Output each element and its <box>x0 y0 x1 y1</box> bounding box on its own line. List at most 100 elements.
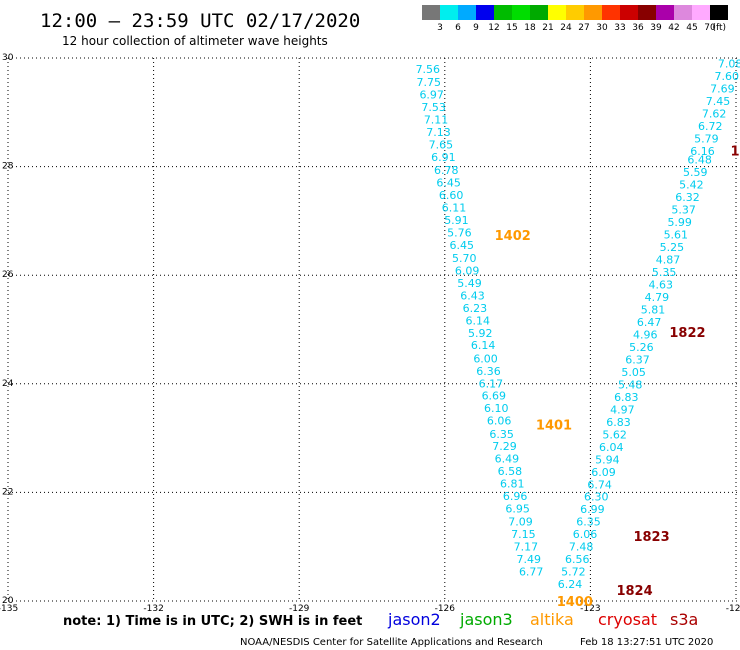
data-point-label: 6.56 <box>565 553 590 566</box>
data-point-label: 5.37 <box>671 203 696 216</box>
data-point-label: 6.99 <box>580 503 605 516</box>
satellite-name: jason2 <box>387 610 441 629</box>
legend-label: 45 <box>686 23 697 33</box>
legend-label: 42 <box>668 23 679 33</box>
data-point-label: 7.09 <box>508 516 533 529</box>
color-scale-legend: 3 6 9 12 15 18 21 24 27 30 33 36 39 42 45 70(ft) <box>422 5 728 33</box>
legend-swatch <box>494 5 512 20</box>
legend-swatch <box>710 5 728 20</box>
legend-swatch <box>584 5 602 20</box>
data-point-label: 5.91 <box>444 214 469 227</box>
satellite-name: altika <box>530 610 574 629</box>
data-point-label: 6.30 <box>584 491 609 504</box>
data-point-label: 5.81 <box>641 303 666 316</box>
legend-swatch <box>602 5 620 20</box>
legend-swatch <box>620 5 638 20</box>
legend-swatch <box>548 5 566 20</box>
y-tick-label: 28 <box>2 162 14 172</box>
time-label: 1823 <box>633 530 669 545</box>
data-point-label: 6.77 <box>519 566 544 579</box>
data-point-label: 7.11 <box>424 113 449 126</box>
footer-timestamp: Feb 18 13:27:51 UTC 2020 <box>580 637 713 648</box>
x-tick-label: -123 <box>580 604 600 614</box>
data-point-label: 6.97 <box>419 88 444 101</box>
data-tracks: 7.567.756.977.537.117.137.656.916.786.45… <box>416 57 740 591</box>
data-point-label: 6.47 <box>637 316 662 329</box>
data-point-label: 5.35 <box>652 266 677 279</box>
legend-unit: (ft) <box>712 23 726 33</box>
data-point-label: 7.29 <box>492 440 517 453</box>
data-point-label: 7.48 <box>569 541 594 554</box>
data-point-label: 6.96 <box>503 490 528 503</box>
legend-swatch <box>530 5 548 20</box>
data-point-label: 7.15 <box>511 528 536 541</box>
legend-swatch <box>512 5 530 20</box>
legend-swatch <box>458 5 476 20</box>
data-point-label: 6.49 <box>495 453 520 466</box>
y-tick-label: 26 <box>2 270 14 280</box>
data-point-label: 5.70 <box>452 252 477 265</box>
data-point-label: 5.49 <box>457 277 482 290</box>
data-point-label: 6.24 <box>558 578 583 591</box>
legend-swatch <box>638 5 656 20</box>
data-point-label: 6.74 <box>587 478 612 491</box>
data-point-label: 4.79 <box>645 291 670 304</box>
data-point-label: 6.78 <box>434 164 459 177</box>
data-point-label: 4.96 <box>633 328 658 341</box>
legend-label: 6 <box>455 23 461 33</box>
satellite-legend: jason2 jason3 altika cryosat s3a <box>387 610 698 629</box>
time-label: 1824 <box>616 584 652 599</box>
y-tick-label: 20 <box>2 596 14 606</box>
data-point-label: 7.17 <box>514 541 539 554</box>
legend-label: 24 <box>560 23 572 33</box>
data-point-label: 6.91 <box>431 151 456 164</box>
legend-label: 30 <box>596 23 608 33</box>
time-label: 1822 <box>669 326 705 341</box>
data-point-label: 6.43 <box>460 289 485 302</box>
data-point-label: 7.49 <box>517 553 542 566</box>
data-point-label: 6.36 <box>476 365 501 378</box>
legend-swatch <box>440 5 458 20</box>
data-point-label: 6.81 <box>500 478 525 491</box>
data-point-label: 6.69 <box>482 390 507 403</box>
legend-label: 33 <box>614 23 625 33</box>
data-point-label: 6.72 <box>698 120 723 133</box>
time-label: 1400 <box>557 595 593 610</box>
data-point-label: 6.14 <box>471 339 496 352</box>
x-tick-label: -132 <box>143 604 163 614</box>
legend-swatch <box>566 5 584 20</box>
time-label: 1402 <box>495 229 531 244</box>
satellite-name: s3a <box>670 610 698 629</box>
data-point-label: 6.35 <box>489 428 514 441</box>
data-point-label: 4.97 <box>610 403 635 416</box>
data-point-label: 7.75 <box>417 76 442 89</box>
data-point-label: 4.63 <box>649 278 674 291</box>
data-point-label: 5.05 <box>621 366 646 379</box>
data-point-label: 7.53 <box>421 101 446 114</box>
satellite-name: jason3 <box>459 610 513 629</box>
legend-label: 9 <box>473 23 479 33</box>
data-point-label: 5.76 <box>447 226 472 239</box>
data-point-label: 6.58 <box>498 465 523 478</box>
data-point-label: 6.06 <box>487 415 512 428</box>
legend-label: 39 <box>650 23 662 33</box>
axis-ticks: -135 -132 -129 -126 -123 -120 20 22 24 26 28 30 <box>0 53 740 614</box>
data-point-label: 6.14 <box>466 314 491 327</box>
legend-label: 18 <box>524 23 536 33</box>
time-labels: 1402 1401 1400 1822 1823 1824 1 <box>495 144 740 610</box>
data-point-label: 7.69 <box>710 82 735 95</box>
data-point-label: 6.83 <box>606 416 631 429</box>
data-point-label: 5.59 <box>683 166 708 179</box>
plot-background <box>8 58 740 601</box>
data-point-label: 6.06 <box>573 528 598 541</box>
data-point-label: 5.72 <box>561 566 586 579</box>
data-point-label: 7.62 <box>702 107 727 120</box>
legend-swatch <box>422 5 440 20</box>
data-point-label: 5.42 <box>679 179 704 192</box>
x-tick-label: -129 <box>289 604 310 614</box>
data-point-label: 7.45 <box>706 95 731 108</box>
data-point-label: 5.92 <box>468 327 493 340</box>
data-point-label: 6.09 <box>455 264 480 277</box>
data-point-label: 6.32 <box>675 191 700 204</box>
